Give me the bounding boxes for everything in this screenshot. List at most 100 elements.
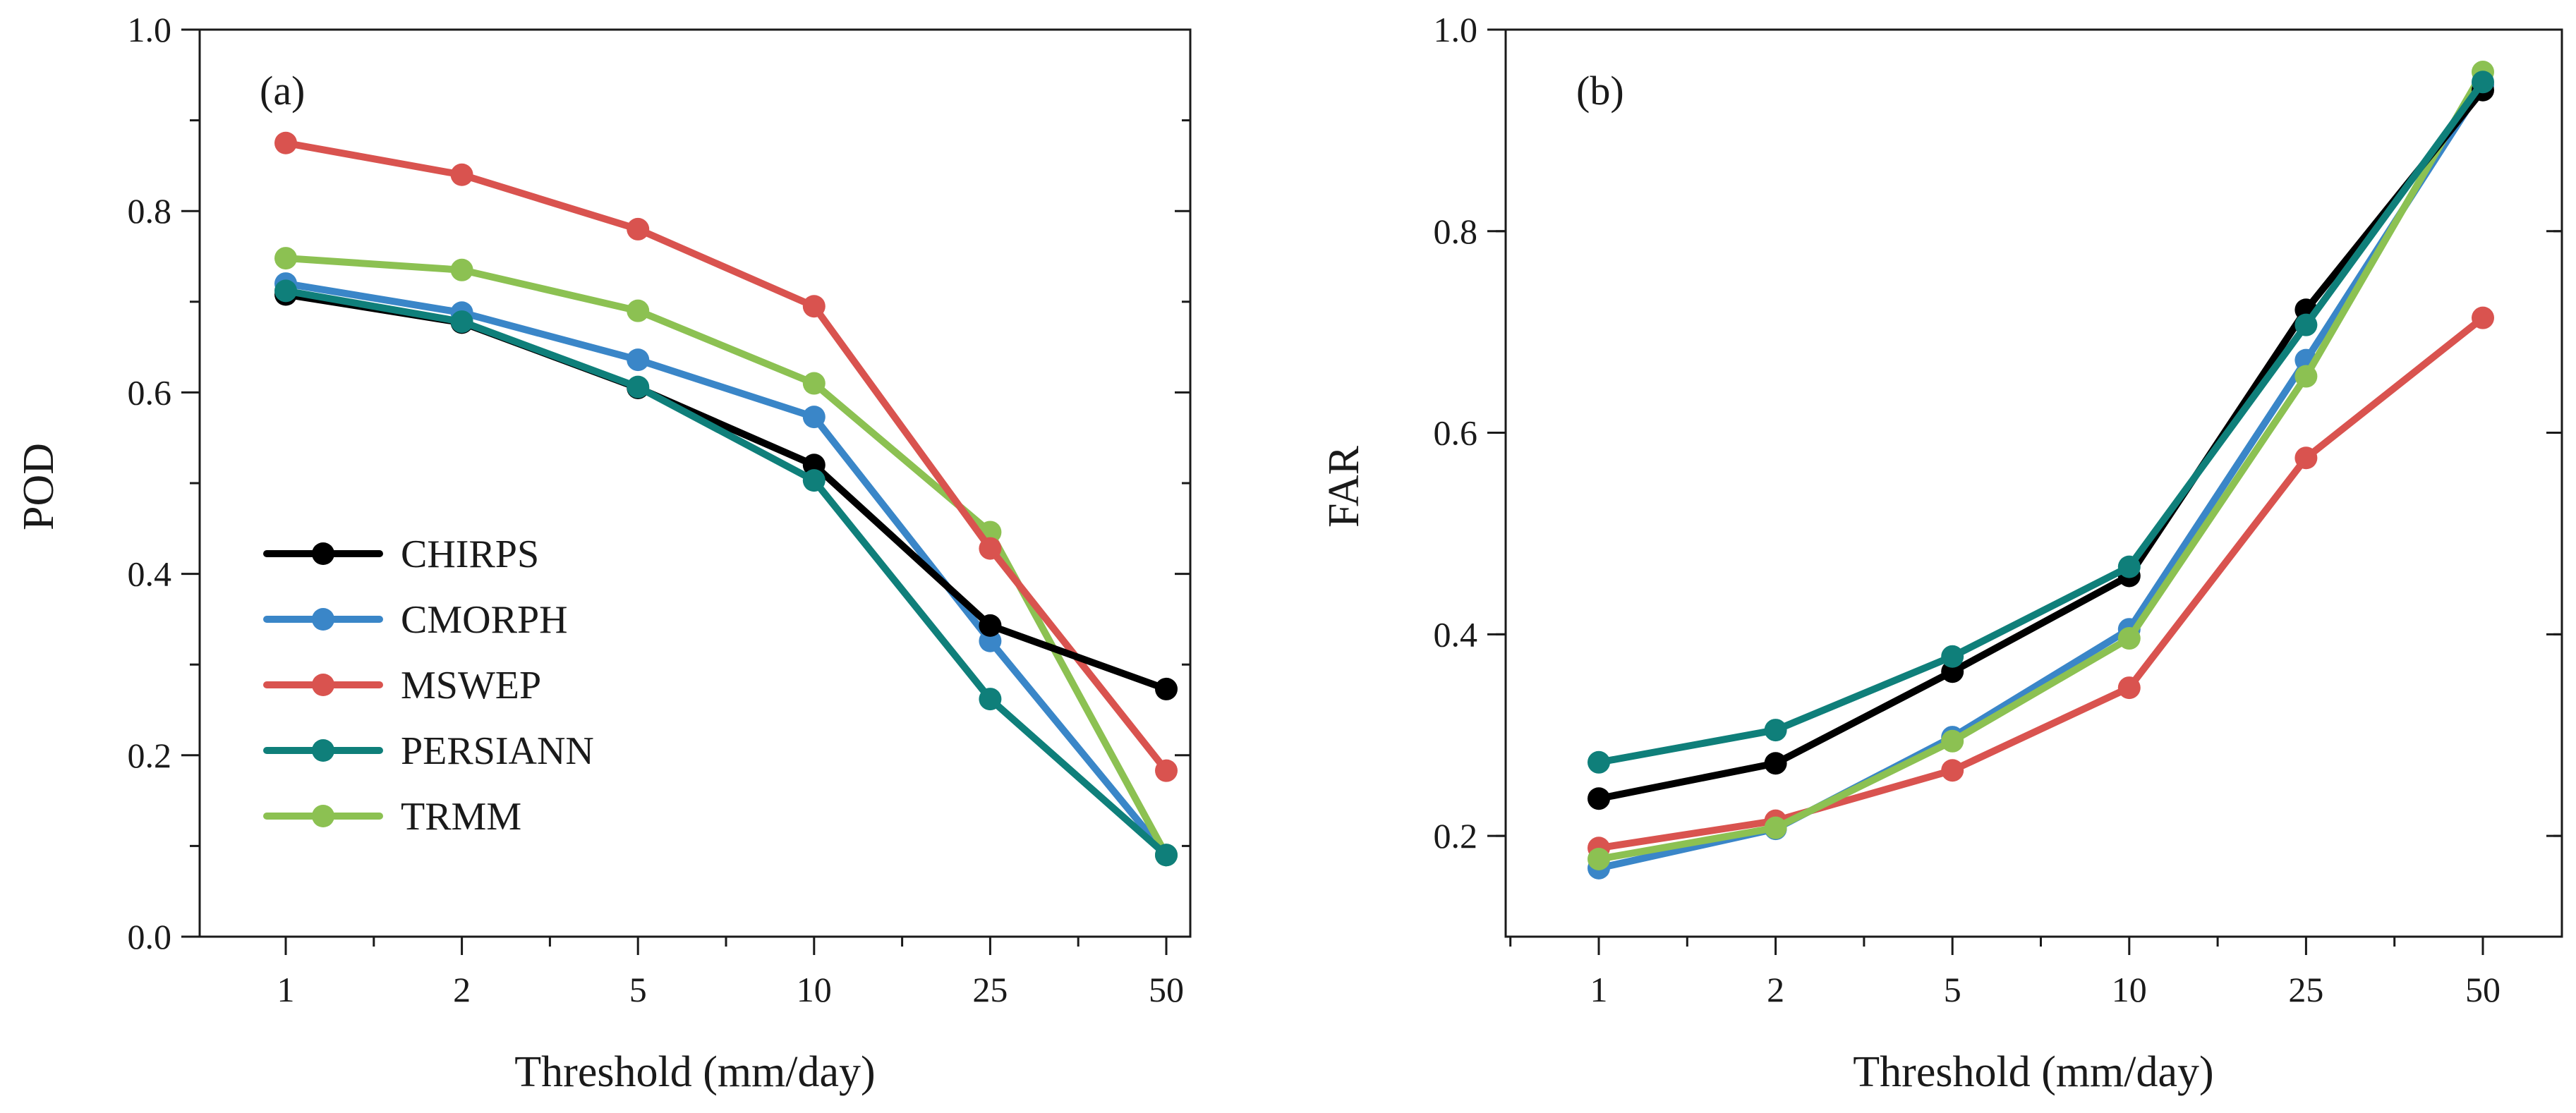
- series-line-mswep: [282, 139, 1170, 774]
- data-point-trmm: [2117, 627, 2141, 650]
- y-axis-title-a: POD: [15, 443, 63, 530]
- data-point-cmorph: [627, 348, 650, 372]
- tick-marks-b: 1 2 5 10 25 500.20.40.60.81.0: [1434, 10, 2562, 1009]
- data-point-trmm: [274, 247, 297, 270]
- y-tick-label: 0.8: [128, 191, 172, 231]
- series-line-chirps: [1595, 86, 2486, 803]
- x-tick-label: 25: [972, 970, 1008, 1009]
- series-line-persiann: [282, 287, 1170, 859]
- data-point-persiann: [1588, 750, 1610, 774]
- series-line-mswep: [1595, 314, 2486, 852]
- x-axis-title-b: Threshold (mm/day): [1853, 1048, 2213, 1096]
- data-point-mswep: [802, 295, 826, 318]
- y-tick-label: 0.2: [1434, 816, 1478, 856]
- series-persiann: [1588, 71, 2494, 774]
- series-line-persiann: [1595, 78, 2486, 766]
- series-trmm: [1588, 61, 2494, 870]
- legend-marker-cmorph: [312, 608, 334, 631]
- y-tick-label: 0.6: [1434, 413, 1478, 453]
- panel-label-a: (a): [260, 68, 305, 114]
- plot-frame-a: [198, 28, 1192, 938]
- legend-marker-mswep: [312, 674, 334, 696]
- legend-marker-trmm: [312, 805, 334, 827]
- data-point-persiann: [450, 310, 473, 334]
- x-tick-label: 2: [453, 970, 471, 1009]
- data-point-trmm: [2294, 365, 2318, 388]
- data-point-mswep: [2294, 446, 2318, 470]
- data-point-mswep: [979, 537, 1002, 560]
- data-point-mswep: [450, 163, 473, 186]
- series-persiann: [274, 279, 1178, 867]
- data-point-persiann: [1764, 719, 1787, 742]
- x-tick-label: 50: [2465, 970, 2501, 1009]
- legend-item-cmorph: CMORPH: [263, 598, 568, 642]
- data-point-persiann: [274, 279, 297, 303]
- data-point-persiann: [1941, 645, 1964, 668]
- legend-label-trmm: TRMM: [401, 795, 521, 839]
- y-tick-label: 0.0: [128, 917, 172, 956]
- data-point-mswep: [274, 131, 297, 154]
- data-point-persiann: [1155, 844, 1178, 867]
- data-point-persiann: [2472, 71, 2494, 94]
- y-tick-label: 1.0: [128, 10, 172, 49]
- data-point-chirps: [979, 614, 1002, 637]
- panel-label-b: (b): [1576, 68, 1624, 114]
- series-chirps: [1588, 78, 2494, 810]
- plot-frame-b: [1504, 28, 2563, 938]
- series-cmorph: [274, 272, 1178, 867]
- data-point-trmm: [1941, 729, 1964, 753]
- x-tick-label: 2: [1767, 970, 1784, 1009]
- y-tick-label: 0.4: [128, 554, 172, 594]
- data-point-persiann: [979, 688, 1002, 711]
- data-point-persiann: [627, 375, 650, 399]
- x-tick-label: 10: [797, 970, 832, 1009]
- tick-marks-a: 1 2 5 10 25 500.00.20.40.60.81.0: [128, 10, 1190, 1009]
- legend: CHIRPS CMORPH MSWEP PERSIANN TRMM: [263, 533, 594, 839]
- data-point-cmorph: [979, 629, 1002, 652]
- series-mswep: [274, 131, 1178, 782]
- series-layer-a: [274, 131, 1178, 867]
- legend-label-persiann: PERSIANN: [401, 729, 594, 773]
- data-point-chirps: [1764, 752, 1787, 775]
- chart-panel-b: 1 2 5 10 25 500.20.40.60.81.0 (b) Threshold (…: [1320, 10, 2563, 1096]
- data-point-persiann: [2294, 313, 2318, 336]
- legend-label-chirps: CHIRPS: [401, 533, 539, 576]
- data-point-mswep: [627, 217, 650, 241]
- data-point-trmm: [450, 258, 473, 281]
- chart-panel-a: 1 2 5 10 25 500.00.20.40.60.81.0 (a) Threshol…: [15, 10, 1192, 1096]
- series-cmorph: [1588, 73, 2494, 880]
- data-point-mswep: [2472, 306, 2494, 329]
- x-tick-label: 50: [1149, 970, 1184, 1009]
- legend-item-trmm: TRMM: [263, 795, 521, 839]
- legend-label-cmorph: CMORPH: [401, 598, 568, 642]
- x-tick-label: 5: [629, 970, 647, 1009]
- series-layer-b: [1588, 61, 2494, 880]
- legend-item-mswep: MSWEP: [263, 664, 541, 707]
- legend-label-mswep: MSWEP: [401, 664, 541, 707]
- x-tick-label: 5: [1944, 970, 1961, 1009]
- x-tick-label: 1: [277, 970, 295, 1009]
- y-tick-label: 0.8: [1434, 212, 1478, 251]
- legend-marker-persiann: [312, 739, 334, 762]
- x-tick-label: 25: [2288, 970, 2323, 1009]
- y-tick-label: 0.4: [1434, 614, 1478, 654]
- x-tick-label: 1: [1590, 970, 1608, 1009]
- y-axis-title-b: FAR: [1320, 445, 1368, 528]
- data-point-mswep: [2117, 676, 2141, 700]
- data-point-mswep: [1941, 759, 1964, 782]
- y-tick-label: 1.0: [1434, 10, 1478, 49]
- data-point-cmorph: [802, 406, 826, 429]
- data-point-trmm: [1588, 847, 1610, 870]
- data-point-chirps: [1155, 677, 1178, 700]
- series-line-cmorph: [1595, 81, 2486, 872]
- legend-marker-chirps: [312, 542, 334, 565]
- y-tick-label: 0.2: [128, 736, 172, 775]
- data-point-trmm: [627, 299, 650, 322]
- data-point-persiann: [802, 469, 826, 492]
- x-axis-title-a: Threshold (mm/day): [514, 1048, 875, 1096]
- legend-item-chirps: CHIRPS: [263, 533, 539, 576]
- data-point-mswep: [1155, 759, 1178, 782]
- series-line-trmm: [1595, 68, 2486, 863]
- data-point-trmm: [802, 372, 826, 395]
